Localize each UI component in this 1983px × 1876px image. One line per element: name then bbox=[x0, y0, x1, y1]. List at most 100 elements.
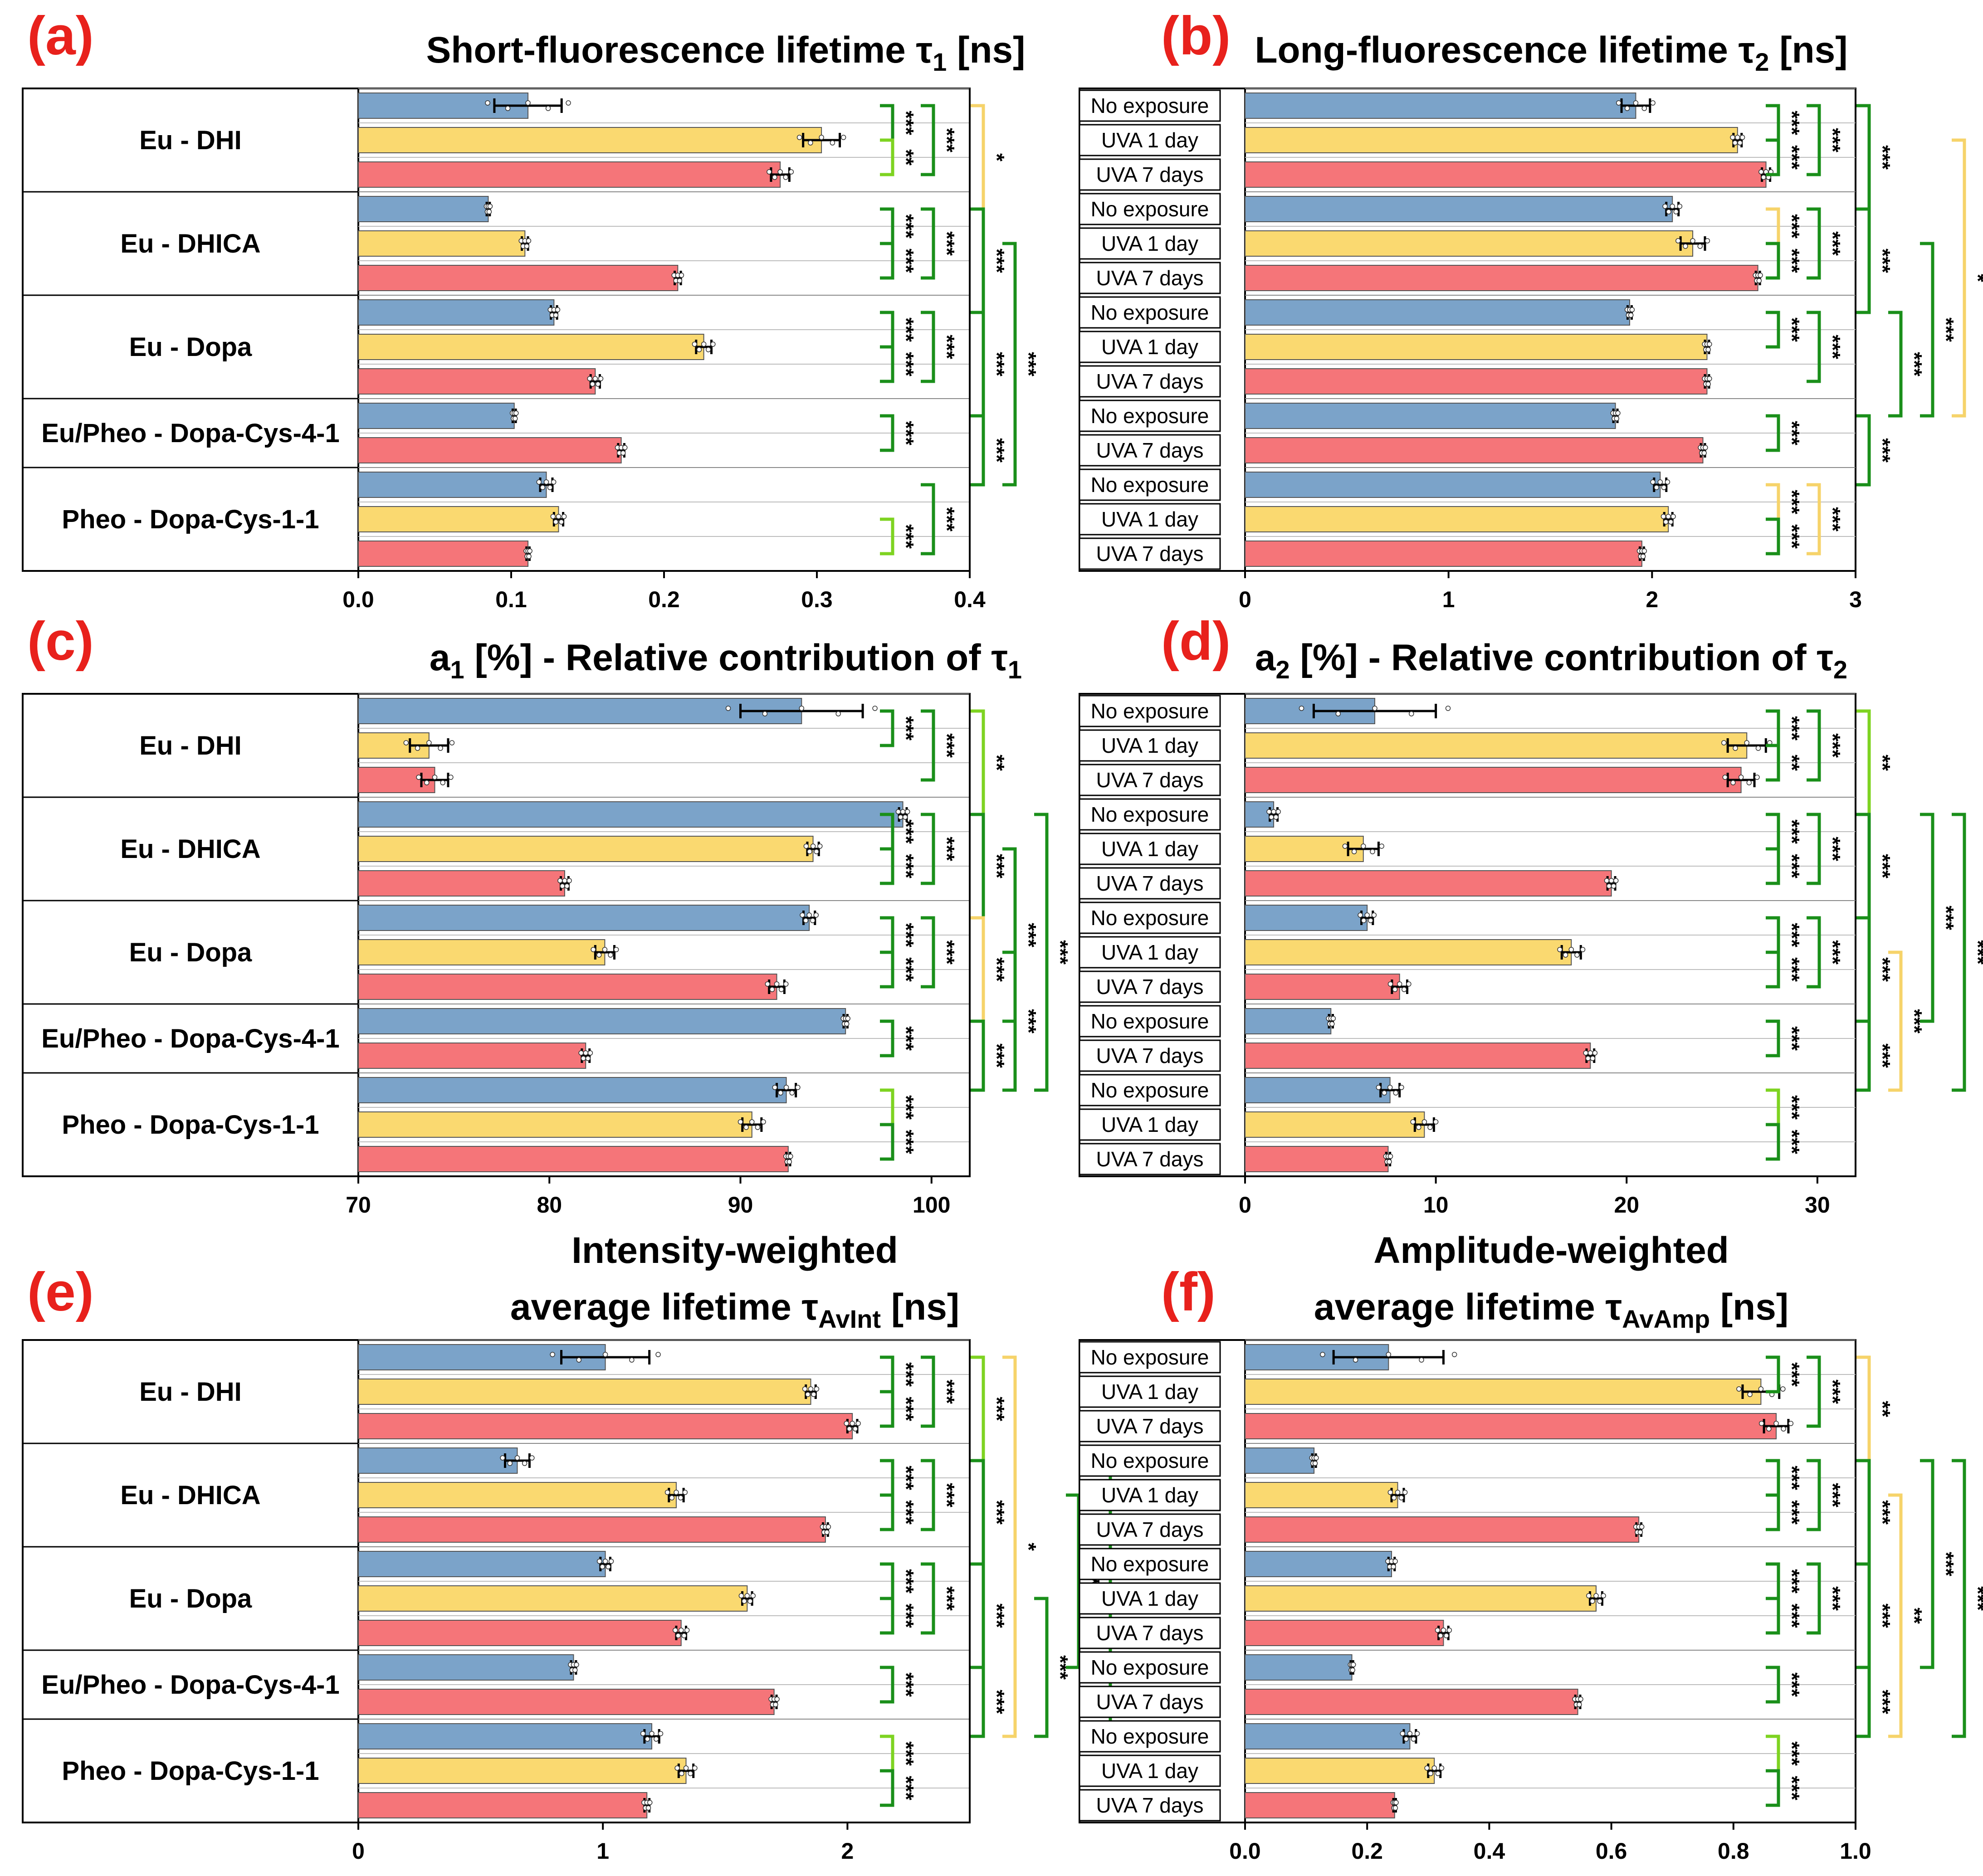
bar bbox=[1245, 1585, 1597, 1612]
condition-label: UVA 7 days bbox=[1096, 542, 1204, 565]
data-point bbox=[692, 341, 698, 347]
data-point bbox=[1666, 514, 1671, 519]
data-point bbox=[1435, 1771, 1441, 1776]
data-point bbox=[1314, 1455, 1319, 1461]
data-point bbox=[1788, 1421, 1794, 1426]
significance-bracket bbox=[1807, 813, 1821, 885]
data-point bbox=[608, 1559, 614, 1564]
bar bbox=[358, 767, 435, 793]
bar bbox=[1245, 1551, 1392, 1577]
bar bbox=[358, 870, 565, 897]
significance-label: * bbox=[1017, 1543, 1040, 1551]
significance-label: *** bbox=[894, 1095, 918, 1120]
data-point bbox=[855, 1421, 861, 1426]
significance-bracket bbox=[971, 104, 985, 211]
bar bbox=[1245, 1758, 1435, 1784]
data-point bbox=[1758, 273, 1763, 278]
data-point bbox=[773, 1702, 778, 1707]
group-label: Eu - DHI bbox=[139, 1377, 242, 1407]
significance-label: *** bbox=[1821, 940, 1845, 965]
bar bbox=[358, 1447, 518, 1474]
data-point bbox=[1641, 106, 1647, 111]
significance-bracket bbox=[880, 1123, 894, 1161]
significance-bracket bbox=[921, 104, 935, 176]
significance-bracket bbox=[971, 1666, 985, 1738]
significance-bracket bbox=[1920, 242, 1934, 418]
condition-label: UVA 7 days bbox=[1096, 872, 1204, 895]
bar bbox=[358, 161, 781, 188]
data-point bbox=[807, 849, 812, 854]
bar bbox=[1245, 506, 1669, 532]
data-point bbox=[750, 1593, 756, 1598]
significance-label: *** bbox=[894, 716, 918, 741]
significance-bracket bbox=[971, 414, 985, 487]
data-point bbox=[725, 706, 731, 711]
significance-label: *** bbox=[935, 128, 959, 152]
condition-label-box bbox=[1079, 1375, 1221, 1408]
significance-label: *** bbox=[894, 1362, 918, 1387]
significance-label: *** bbox=[985, 1500, 1009, 1525]
significance-bracket bbox=[921, 709, 935, 782]
bar bbox=[1245, 1482, 1398, 1508]
significance-bracket bbox=[1766, 1597, 1780, 1635]
data-point bbox=[803, 918, 809, 923]
condition-label: UVA 7 days bbox=[1096, 266, 1204, 290]
significance-bracket bbox=[1888, 950, 1903, 1092]
data-point bbox=[416, 775, 421, 780]
significance-label: *** bbox=[894, 1397, 918, 1421]
significance-bracket bbox=[880, 1493, 894, 1531]
significance-label: *** bbox=[894, 421, 918, 445]
bar bbox=[1245, 1516, 1640, 1543]
bar bbox=[358, 1654, 574, 1681]
data-point bbox=[432, 775, 438, 780]
data-point bbox=[1663, 519, 1669, 525]
significance-label: ** bbox=[1871, 755, 1895, 771]
data-point bbox=[673, 1627, 678, 1633]
data-point bbox=[1392, 1805, 1398, 1811]
bar bbox=[1245, 93, 1636, 119]
data-point bbox=[679, 1771, 684, 1776]
data-point bbox=[805, 1392, 811, 1397]
significance-label: *** bbox=[1780, 1672, 1804, 1697]
condition-label-box bbox=[1079, 695, 1221, 727]
significance-bracket bbox=[971, 813, 985, 920]
data-point bbox=[835, 711, 841, 716]
data-point bbox=[1557, 947, 1563, 952]
data-point bbox=[1737, 140, 1743, 146]
significance-bracket bbox=[880, 1666, 894, 1704]
data-point bbox=[744, 1593, 750, 1598]
data-point bbox=[678, 1495, 684, 1501]
data-point bbox=[1419, 1357, 1424, 1363]
data-point bbox=[1766, 1426, 1772, 1432]
data-point bbox=[1756, 278, 1762, 283]
data-point bbox=[1266, 809, 1272, 814]
data-point bbox=[1563, 952, 1568, 958]
data-point bbox=[505, 106, 511, 111]
bar bbox=[1245, 1413, 1777, 1439]
bar bbox=[358, 836, 814, 862]
data-point bbox=[522, 1461, 527, 1466]
data-point bbox=[608, 952, 613, 958]
condition-label-box bbox=[1079, 400, 1221, 432]
significance-label: *** bbox=[1780, 923, 1804, 947]
significance-label: *** bbox=[894, 819, 918, 844]
data-point bbox=[1733, 746, 1738, 751]
significance-bracket bbox=[1002, 242, 1017, 487]
condition-label: UVA 7 days bbox=[1096, 1793, 1204, 1817]
data-point bbox=[590, 381, 596, 387]
x-tick-label: 0 bbox=[1239, 587, 1251, 612]
condition-label: UVA 7 days bbox=[1096, 1147, 1204, 1171]
bar bbox=[358, 1111, 752, 1138]
data-point bbox=[1372, 706, 1377, 711]
significance-label: *** bbox=[1780, 1500, 1804, 1525]
data-point bbox=[1657, 479, 1663, 485]
significance-bracket bbox=[880, 414, 894, 452]
significance-bracket bbox=[1856, 207, 1871, 314]
data-point bbox=[1342, 843, 1348, 849]
significance-bracket bbox=[1066, 1493, 1080, 1669]
significance-label: ** bbox=[985, 755, 1009, 771]
condition-label-box bbox=[1079, 503, 1221, 536]
data-point bbox=[564, 883, 570, 889]
data-point bbox=[486, 209, 492, 214]
significance-bracket bbox=[1952, 138, 1966, 418]
